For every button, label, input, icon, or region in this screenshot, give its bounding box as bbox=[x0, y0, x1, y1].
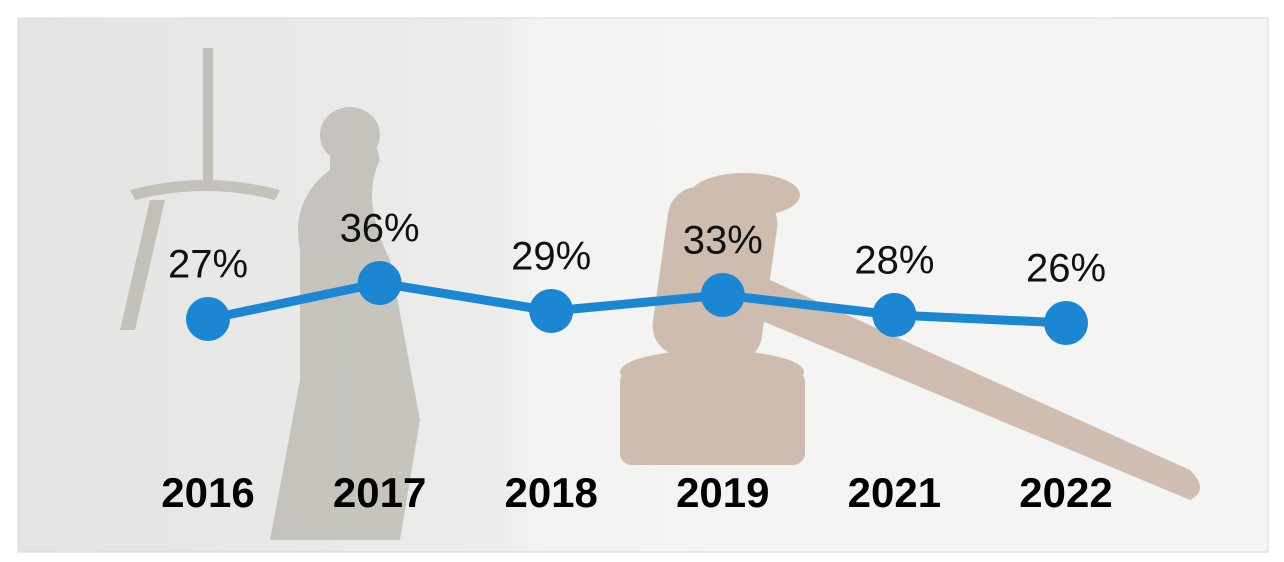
x-tick-label: 2022 bbox=[1019, 469, 1112, 516]
x-tick-label: 2021 bbox=[848, 469, 941, 516]
statue-decoration bbox=[120, 48, 420, 540]
marker bbox=[872, 293, 917, 337]
value-label: 29% bbox=[511, 235, 591, 279]
value-label: 28% bbox=[854, 239, 934, 283]
marker bbox=[529, 289, 574, 333]
chart-background bbox=[17, 17, 1269, 553]
x-tick-label: 2019 bbox=[676, 469, 769, 516]
marker bbox=[1044, 301, 1088, 345]
value-label: 36% bbox=[340, 207, 420, 251]
value-label: 27% bbox=[168, 243, 248, 287]
marker bbox=[357, 261, 402, 305]
x-tick-label: 2018 bbox=[504, 469, 597, 516]
line bbox=[207, 278, 1067, 328]
marker bbox=[186, 297, 230, 341]
x-tick-label: 2016 bbox=[161, 469, 254, 516]
marker bbox=[700, 273, 745, 317]
value-label: 26% bbox=[1026, 247, 1106, 291]
x-tick-label: 2017 bbox=[333, 469, 426, 516]
value-label: 33% bbox=[683, 219, 763, 263]
